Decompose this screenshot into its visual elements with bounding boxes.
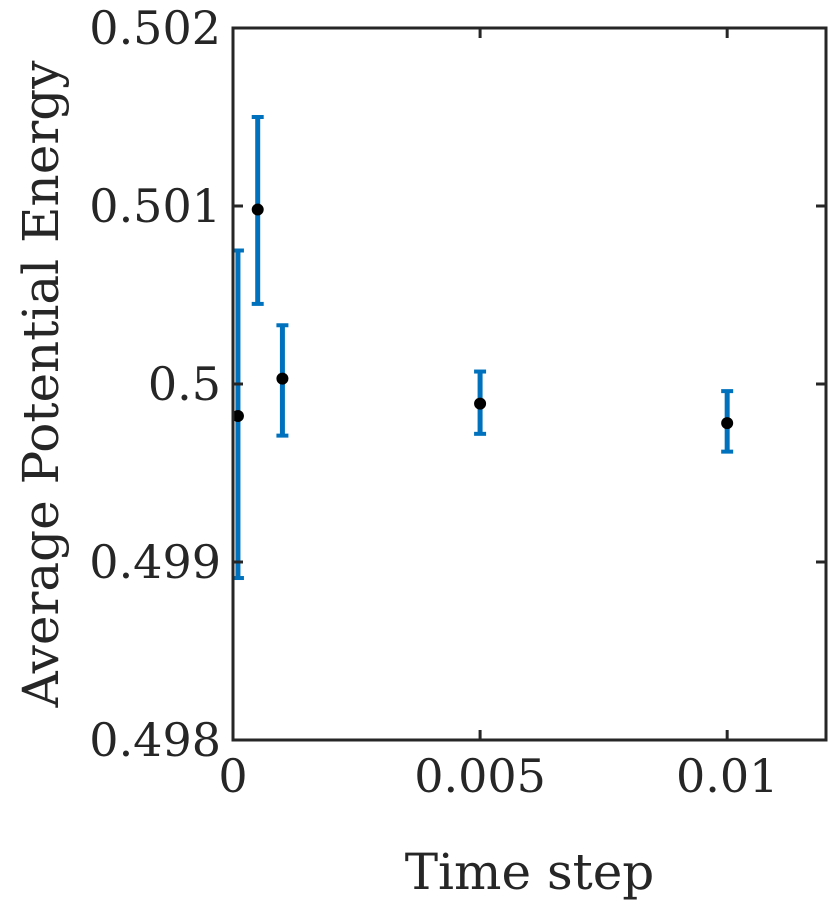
y-tick-label: 0.499 — [89, 535, 221, 589]
x-tick-label: 0 — [218, 749, 247, 803]
plot-frame — [231, 26, 828, 742]
data-point — [474, 397, 487, 410]
y-axis-title: Average Potential Energy — [12, 60, 70, 709]
tick-labels: 0 0.005 0.01 0.498 0.499 0.5 0.501 0.502 — [89, 1, 778, 803]
x-tick-label: 0.005 — [414, 749, 546, 803]
x-axis-title: Time step — [405, 843, 655, 901]
y-tick-label: 0.5 — [148, 357, 221, 411]
axis-ticks — [231, 26, 826, 742]
data-point — [721, 417, 734, 430]
data-point — [276, 372, 289, 385]
x-tick-label: 0.01 — [676, 749, 778, 803]
y-tick-label: 0.501 — [89, 179, 221, 233]
plot-marks — [231, 115, 734, 581]
y-tick-label: 0.502 — [89, 1, 221, 55]
data-point — [251, 203, 264, 216]
y-tick-label: 0.498 — [89, 713, 221, 767]
data-point — [231, 410, 244, 423]
